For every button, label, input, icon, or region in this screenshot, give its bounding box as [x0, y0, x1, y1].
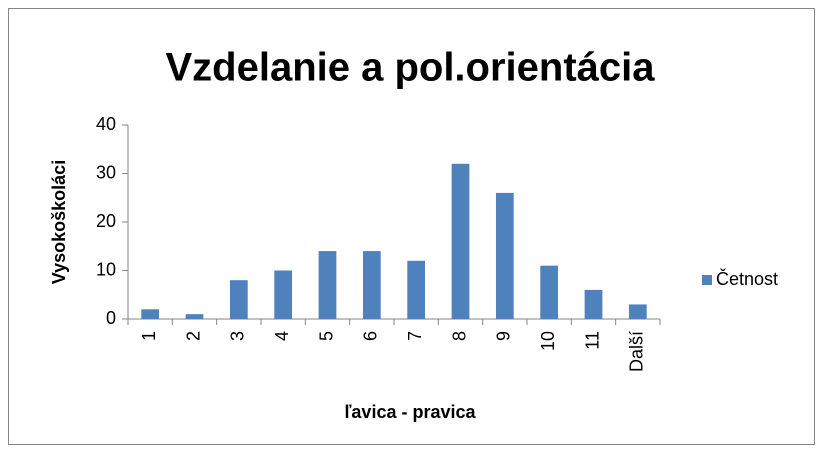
bar [407, 260, 426, 319]
x-tick-label: 4 [272, 331, 292, 341]
y-tick-label: 0 [106, 308, 116, 328]
y-tick-label: 40 [96, 114, 116, 134]
x-tick-label: 9 [494, 331, 514, 341]
bar [318, 251, 337, 319]
x-tick-label: 5 [316, 331, 336, 341]
y-tick-label: 20 [96, 211, 116, 231]
y-tick-label: 30 [96, 162, 116, 182]
bar [229, 280, 248, 319]
y-tick-label: 10 [96, 259, 116, 279]
bar [274, 270, 293, 319]
legend-swatch [702, 275, 712, 285]
chart-frame [8, 8, 815, 445]
legend-label: Četnost [716, 268, 778, 289]
bar [628, 304, 647, 319]
x-tick-label: 8 [449, 331, 469, 341]
x-tick-label: 6 [361, 331, 381, 341]
x-tick-label: 1 [139, 331, 159, 341]
bar [141, 309, 160, 319]
x-axis-label: ľavica - pravica [344, 402, 476, 422]
chart-title: Vzdelanie a pol.orientácia [165, 46, 655, 90]
bar [495, 192, 514, 319]
x-tick-label: 3 [228, 331, 248, 341]
x-tick-label: 10 [538, 331, 558, 351]
bar [362, 251, 381, 319]
bar [584, 289, 603, 319]
y-axis-label: Vysokoškoláci [49, 160, 69, 284]
bar [451, 163, 470, 319]
x-tick-label: 7 [405, 331, 425, 341]
x-tick-label: 11 [582, 331, 602, 350]
bar [540, 265, 559, 319]
x-tick-label: Další [627, 331, 647, 372]
bar [185, 314, 204, 319]
x-tick-label: 2 [183, 331, 203, 341]
